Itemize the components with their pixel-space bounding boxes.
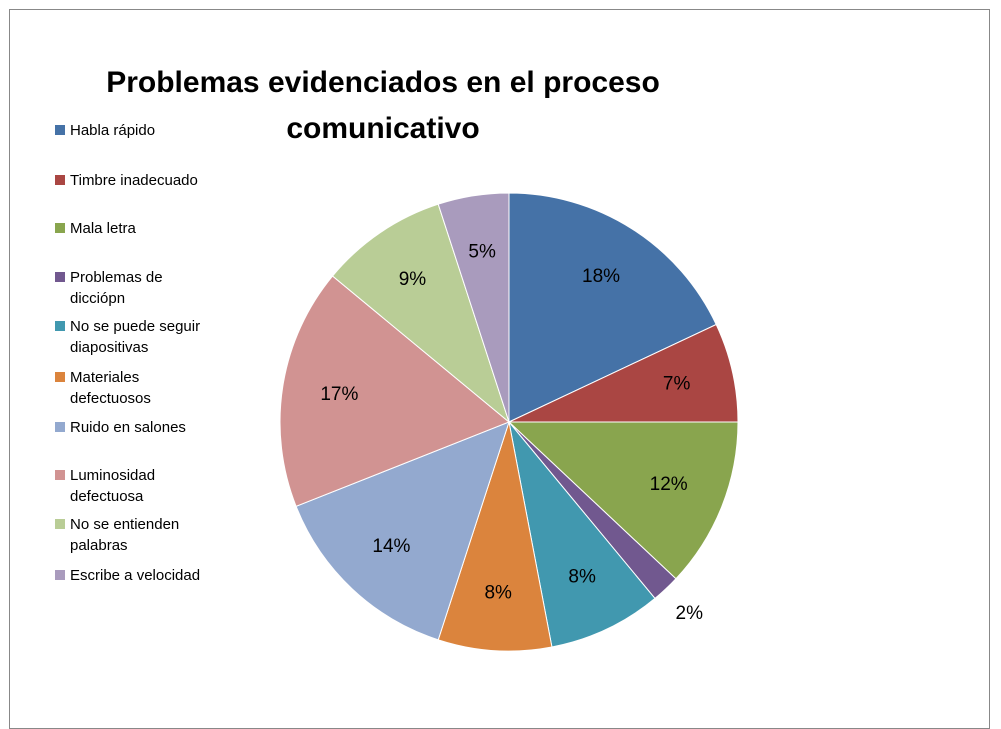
legend-item: No se entienden palabras — [55, 514, 220, 556]
legend-item: Mala letra — [55, 218, 220, 239]
chart-title: Problemas evidenciados en el proceso com… — [106, 66, 660, 145]
legend-label: Escribe a velocidad — [70, 567, 201, 584]
slice-label: 7% — [663, 374, 691, 395]
slice-label: 2% — [676, 603, 704, 624]
legend-label: Luminosidad defectuosa — [70, 467, 156, 505]
slice-label: 5% — [468, 241, 496, 262]
legend-label: Timbre inadecuado — [70, 172, 198, 189]
slice-label: 8% — [484, 582, 512, 603]
pie-slice — [508, 421, 656, 648]
legend-swatch — [55, 372, 65, 382]
legend-swatch — [55, 570, 65, 580]
legend-item: Ruido en salones — [55, 417, 220, 438]
pie-slice — [437, 421, 553, 652]
pie-slice — [508, 192, 717, 423]
pie-slice — [279, 275, 510, 507]
legend-swatch — [55, 125, 65, 135]
legend-label: No se puede seguir diapositivas — [70, 318, 201, 356]
legend-swatch — [55, 175, 65, 185]
legend-label: Problemas de dicciópn — [70, 269, 163, 307]
legend-item: Escribe a velocidad — [55, 565, 220, 586]
legend-label: Habla rápido — [70, 122, 156, 139]
legend-item: Timbre inadecuado — [55, 170, 220, 191]
legend-item: Problemas de dicciópn — [55, 267, 220, 309]
slice-label: 17% — [320, 384, 358, 405]
legend-swatch — [55, 519, 65, 529]
legend-swatch — [55, 223, 65, 233]
legend-item: Materiales defectuosos — [55, 367, 220, 409]
legend-item: No se puede seguir diapositivas — [55, 316, 220, 358]
legend-item: Luminosidad defectuosa — [55, 465, 220, 507]
slice-label: 12% — [650, 474, 688, 495]
legend-label: No se entienden palabras — [70, 516, 180, 554]
legend-swatch — [55, 470, 65, 480]
legend-swatch — [55, 321, 65, 331]
slice-label: 14% — [372, 536, 410, 557]
legend-label: Mala letra — [70, 220, 136, 237]
slice-label: 9% — [399, 269, 427, 290]
pie-slice — [437, 192, 510, 423]
pie-slice — [331, 203, 511, 424]
legend-swatch — [55, 272, 65, 282]
legend-item: Habla rápido — [55, 120, 220, 141]
pie-slice — [507, 421, 739, 580]
legend-swatch — [55, 422, 65, 432]
legend-label: Ruido en salones — [70, 419, 186, 436]
slice-label: 18% — [582, 266, 620, 287]
pie-slice — [295, 421, 510, 641]
legend-label: Materiales defectuosos — [70, 369, 151, 407]
slice-label: 8% — [568, 566, 596, 587]
